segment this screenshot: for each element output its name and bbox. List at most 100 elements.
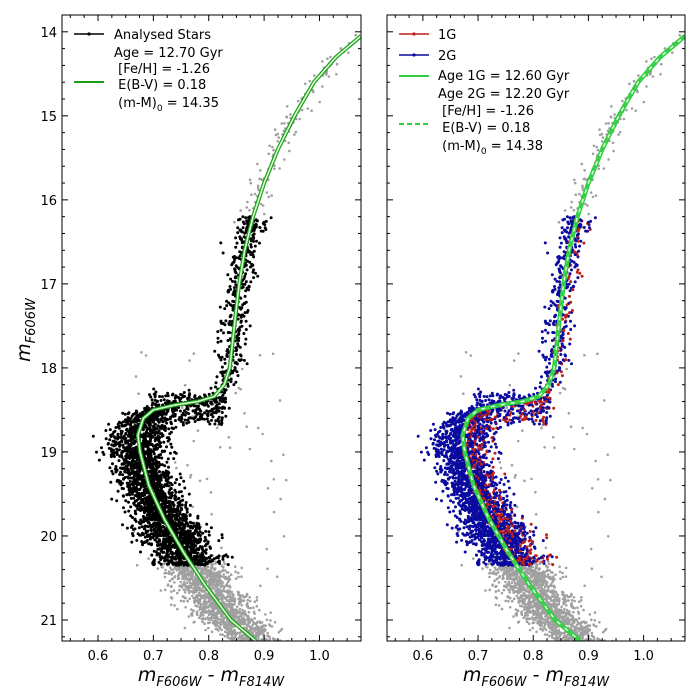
field-star <box>241 608 244 612</box>
analysed-star <box>131 435 135 439</box>
field-star <box>244 642 247 645</box>
analysed-star <box>151 468 155 472</box>
analysed-star <box>163 418 167 422</box>
analysed-star <box>95 450 98 454</box>
analysed-star <box>163 502 167 506</box>
analysed-star <box>132 480 136 483</box>
analysed-star <box>132 489 136 493</box>
analysed-star <box>162 410 166 414</box>
analysed-star <box>199 553 203 557</box>
field-star <box>173 461 177 464</box>
analysed-star <box>181 498 185 502</box>
field-star <box>199 582 202 586</box>
analysed-star <box>178 416 182 419</box>
field-star <box>231 595 235 599</box>
field-star <box>183 574 187 578</box>
field-star <box>272 478 276 481</box>
field-star <box>230 623 233 627</box>
analysed-star <box>101 450 105 454</box>
field-star <box>246 200 249 204</box>
analysed-star <box>125 452 129 456</box>
field-star <box>226 571 230 574</box>
field-star <box>182 599 186 603</box>
analysed-star <box>165 460 169 464</box>
field-star <box>183 588 187 592</box>
analysed-star <box>160 490 164 494</box>
field-star <box>248 447 252 451</box>
field-star <box>210 564 214 568</box>
field-star <box>260 641 263 644</box>
field-star <box>205 477 209 481</box>
field-star <box>140 351 143 354</box>
analysed-star <box>169 487 173 490</box>
analysed-star <box>168 541 171 545</box>
analysed-star <box>143 506 146 510</box>
analysed-star <box>148 393 151 397</box>
field-star <box>240 566 243 570</box>
analysed-star <box>158 445 162 449</box>
field-star <box>232 637 236 641</box>
analysed-star <box>133 517 137 521</box>
field-star <box>284 642 287 645</box>
analysed-star <box>164 394 168 398</box>
analysed-star <box>209 386 213 390</box>
field-star <box>266 567 269 570</box>
field-star <box>241 594 244 597</box>
analysed-star <box>174 425 178 429</box>
field-star <box>284 478 288 482</box>
analysed-star <box>139 518 143 522</box>
field-star <box>203 609 206 613</box>
analysed-star <box>163 449 167 453</box>
field-star <box>248 178 252 182</box>
analysed-star <box>165 552 169 556</box>
field-star <box>188 597 191 600</box>
analysed-star <box>153 523 157 527</box>
analysed-star <box>147 470 151 474</box>
field-star <box>228 602 231 605</box>
analysed-star <box>166 457 170 461</box>
field-star <box>215 620 219 624</box>
field-star <box>347 51 350 54</box>
analysed-star <box>143 527 147 531</box>
analysed-star <box>258 241 261 245</box>
analysed-star <box>111 462 114 466</box>
analysed-star <box>175 508 178 512</box>
field-star <box>276 643 279 646</box>
field-star <box>335 62 339 66</box>
field-star <box>207 569 210 573</box>
analysed-star <box>157 524 161 528</box>
analysed-star <box>167 465 170 469</box>
analysed-star <box>166 549 170 553</box>
analysed-star <box>151 561 155 565</box>
analysed-star <box>239 320 243 324</box>
field-star <box>195 611 199 615</box>
analysed-star <box>132 474 136 478</box>
field-star <box>211 566 215 570</box>
field-star <box>234 391 237 395</box>
analysed-star <box>184 519 188 523</box>
field-star <box>303 82 307 86</box>
field-star <box>260 644 263 647</box>
analysed-star <box>167 484 171 488</box>
analysed-star <box>221 251 225 255</box>
field-star <box>361 43 364 46</box>
field-star <box>170 590 173 593</box>
field-star <box>239 642 242 645</box>
analysed-star <box>133 511 137 515</box>
analysed-star <box>249 265 252 269</box>
analysed-star <box>113 436 117 440</box>
field-star <box>164 571 168 575</box>
analysed-star <box>223 361 227 365</box>
analysed-star <box>191 549 195 553</box>
field-star <box>225 582 229 586</box>
analysed-star <box>146 452 150 456</box>
field-star <box>270 625 274 628</box>
field-star <box>266 631 270 635</box>
analysed-star <box>195 561 199 565</box>
analysed-star <box>203 417 206 421</box>
analysed-star <box>151 420 155 424</box>
field-star <box>248 625 251 629</box>
analysed-star <box>235 241 239 245</box>
field-star <box>181 571 185 575</box>
field-star <box>288 149 291 153</box>
